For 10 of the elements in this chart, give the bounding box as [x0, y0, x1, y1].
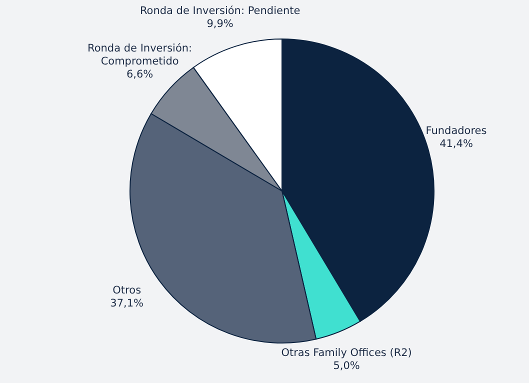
data-label: 9,9%	[206, 18, 234, 30]
data-label: 41,4%	[440, 138, 473, 150]
slice-label: Ronda de Inversión: Pendiente	[140, 5, 300, 17]
slice-label: Fundadores	[426, 124, 487, 137]
slice-label: Ronda de Inversión: Comprometido	[88, 42, 192, 68]
data-label: 6,6%	[126, 68, 154, 80]
slice-label: Otras Family Offices (R2)	[281, 347, 412, 360]
data-label: 37,1%	[110, 297, 144, 310]
slice-label: Otros	[112, 284, 142, 296]
data-label: 5,0%	[333, 360, 360, 372]
